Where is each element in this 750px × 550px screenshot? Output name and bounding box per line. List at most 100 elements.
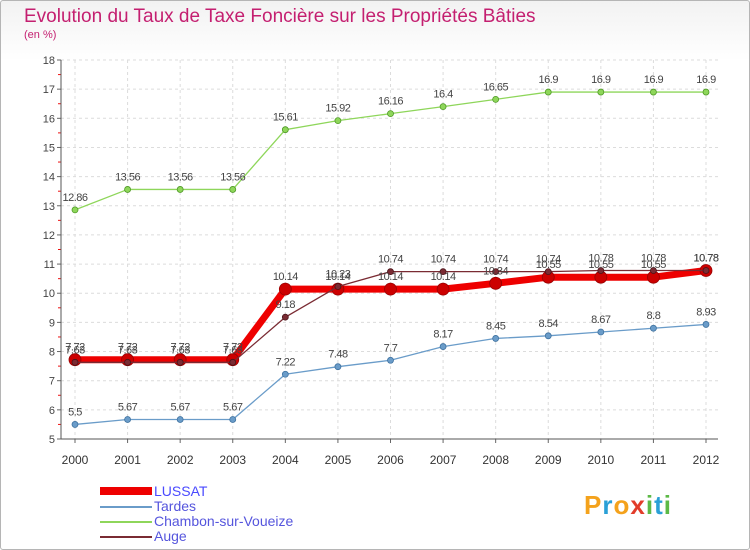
data-label-auge-2006: 10.74 — [378, 254, 403, 266]
data-point-auge-2001 — [124, 358, 131, 366]
data-label-lussat-2008: 10.34 — [483, 265, 508, 277]
data-label-chambon-2003: 13.56 — [220, 171, 245, 183]
data-label-lussat-2004: 10.14 — [273, 271, 298, 283]
data-label-tardes-2003: 5.67 — [223, 401, 243, 413]
data-point-auge-2010 — [597, 267, 605, 274]
data-point-tardes-2010 — [597, 328, 605, 336]
data-point-chambon-2007 — [439, 103, 447, 111]
data-label-tardes-2006: 7.7 — [384, 342, 398, 354]
data-label-chambon-2001: 13.56 — [115, 171, 140, 183]
data-point-chambon-2001 — [124, 186, 131, 193]
data-point-lussat-2006 — [384, 282, 397, 296]
data-label-auge-2005: 10.23 — [325, 269, 350, 281]
legend-swatch-auge — [100, 536, 152, 538]
data-label-chambon-2000: 12.86 — [62, 192, 87, 204]
chart-title: Evolution du Taux de Taxe Foncière sur l… — [24, 6, 536, 27]
x-tick-label-2005: 2005 — [325, 453, 352, 467]
y-tick-label-5: 5 — [49, 434, 55, 446]
data-point-tardes-2000 — [71, 421, 79, 428]
data-point-tardes-2011 — [650, 324, 657, 332]
y-tick-label-17: 17 — [43, 84, 55, 96]
x-tick-label-2011: 2011 — [641, 453, 667, 467]
y-tick-label-10: 10 — [43, 288, 55, 300]
x-tick-label-2001: 2001 — [114, 453, 141, 467]
data-point-tardes-2006 — [387, 356, 394, 364]
brand-letter: P — [584, 490, 603, 520]
data-label-auge-2007: 10.74 — [431, 254, 456, 266]
data-label-tardes-2010: 8.67 — [591, 314, 611, 326]
legend-swatch-lussat — [100, 487, 152, 495]
data-label-tardes-2000: 5.5 — [68, 406, 82, 418]
data-point-tardes-2002 — [176, 416, 184, 423]
data-label-auge-2012: 10.78 — [693, 252, 718, 264]
data-label-chambon-2006: 16.16 — [378, 96, 403, 108]
x-tick-label-2008: 2008 — [482, 453, 509, 467]
data-point-tardes-2012 — [702, 321, 710, 328]
data-point-auge-2004 — [281, 313, 289, 321]
y-tick-label-8: 8 — [49, 347, 55, 359]
data-label-lussat-2006: 10.14 — [378, 271, 403, 283]
brand-letter: t — [654, 490, 664, 520]
data-point-chambon-2006 — [387, 110, 394, 118]
data-label-lussat-2000: 7.72 — [65, 342, 85, 354]
legend-label-tardes: Tardes — [154, 498, 197, 514]
data-label-lussat-2001: 7.72 — [118, 342, 138, 354]
data-label-auge-2008: 10.74 — [483, 254, 508, 266]
data-label-auge-2003: 7.63 — [223, 344, 243, 356]
data-label-lussat-2009: 10.55 — [536, 259, 561, 271]
data-point-auge-2007 — [439, 268, 447, 276]
data-point-tardes-2008 — [492, 335, 500, 342]
x-tick-label-2000: 2000 — [62, 453, 89, 467]
x-tick-label-2012: 2012 — [693, 453, 720, 467]
data-point-tardes-2007 — [439, 343, 447, 350]
data-point-auge-2008 — [492, 268, 500, 276]
data-point-auge-2006 — [387, 268, 394, 276]
brand-letter: i — [645, 490, 655, 520]
data-label-chambon-2012: 16.9 — [696, 74, 716, 86]
data-point-chambon-2011 — [650, 88, 657, 96]
data-point-chambon-2005 — [334, 117, 342, 125]
data-point-chambon-2010 — [597, 88, 605, 96]
data-point-lussat-2008 — [489, 276, 503, 290]
y-tick-label-6: 6 — [49, 405, 55, 417]
data-label-auge-2009: 10.74 — [536, 254, 561, 266]
y-tick-label-9: 9 — [49, 317, 55, 329]
data-label-tardes-2008: 8.45 — [486, 320, 506, 332]
data-point-tardes-2004 — [281, 370, 289, 378]
legend-label-auge: Auge — [154, 528, 187, 544]
data-label-chambon-2011: 16.9 — [644, 74, 664, 86]
data-label-tardes-2001: 5.67 — [118, 401, 138, 413]
data-label-auge-2011: 10.78 — [641, 252, 666, 264]
unit-label: (en %) — [24, 29, 57, 41]
x-tick-label-2007: 2007 — [430, 453, 457, 467]
legend-swatch-chambon — [100, 521, 152, 523]
data-point-auge-2012 — [702, 267, 710, 274]
data-label-chambon-2010: 16.9 — [591, 74, 611, 86]
data-point-chambon-2003 — [229, 186, 237, 193]
data-label-auge-2002: 7.63 — [170, 344, 190, 356]
data-label-chambon-2009: 16.9 — [539, 74, 559, 86]
data-label-chambon-2002: 13.56 — [168, 171, 193, 183]
data-label-lussat-2002: 7.72 — [170, 342, 190, 354]
data-label-tardes-2004: 7.22 — [276, 356, 296, 368]
data-point-chambon-2012 — [702, 88, 710, 96]
data-label-tardes-2005: 7.48 — [328, 349, 348, 361]
data-label-chambon-2005: 15.92 — [325, 103, 350, 115]
data-label-tardes-2007: 8.17 — [433, 329, 453, 341]
data-point-tardes-2005 — [334, 363, 342, 371]
legend-label-chambon: Chambon-sur-Voueize — [154, 513, 294, 529]
data-point-auge-2005 — [334, 283, 342, 290]
y-tick-label-15: 15 — [43, 142, 55, 154]
data-label-auge-2001: 7.63 — [118, 344, 138, 356]
data-point-auge-2009 — [544, 268, 552, 276]
y-tick-label-12: 12 — [43, 230, 55, 242]
y-tick-label-11: 11 — [44, 259, 55, 271]
data-point-auge-2000 — [71, 358, 79, 366]
data-point-tardes-2001 — [124, 416, 131, 423]
data-label-lussat-2010: 10.55 — [588, 259, 613, 271]
data-label-tardes-2002: 5.67 — [170, 401, 190, 413]
data-point-chambon-2002 — [176, 186, 184, 193]
brand-letter: x — [630, 490, 646, 520]
x-tick-label-2006: 2006 — [377, 453, 404, 467]
x-tick-label-2003: 2003 — [219, 453, 246, 467]
